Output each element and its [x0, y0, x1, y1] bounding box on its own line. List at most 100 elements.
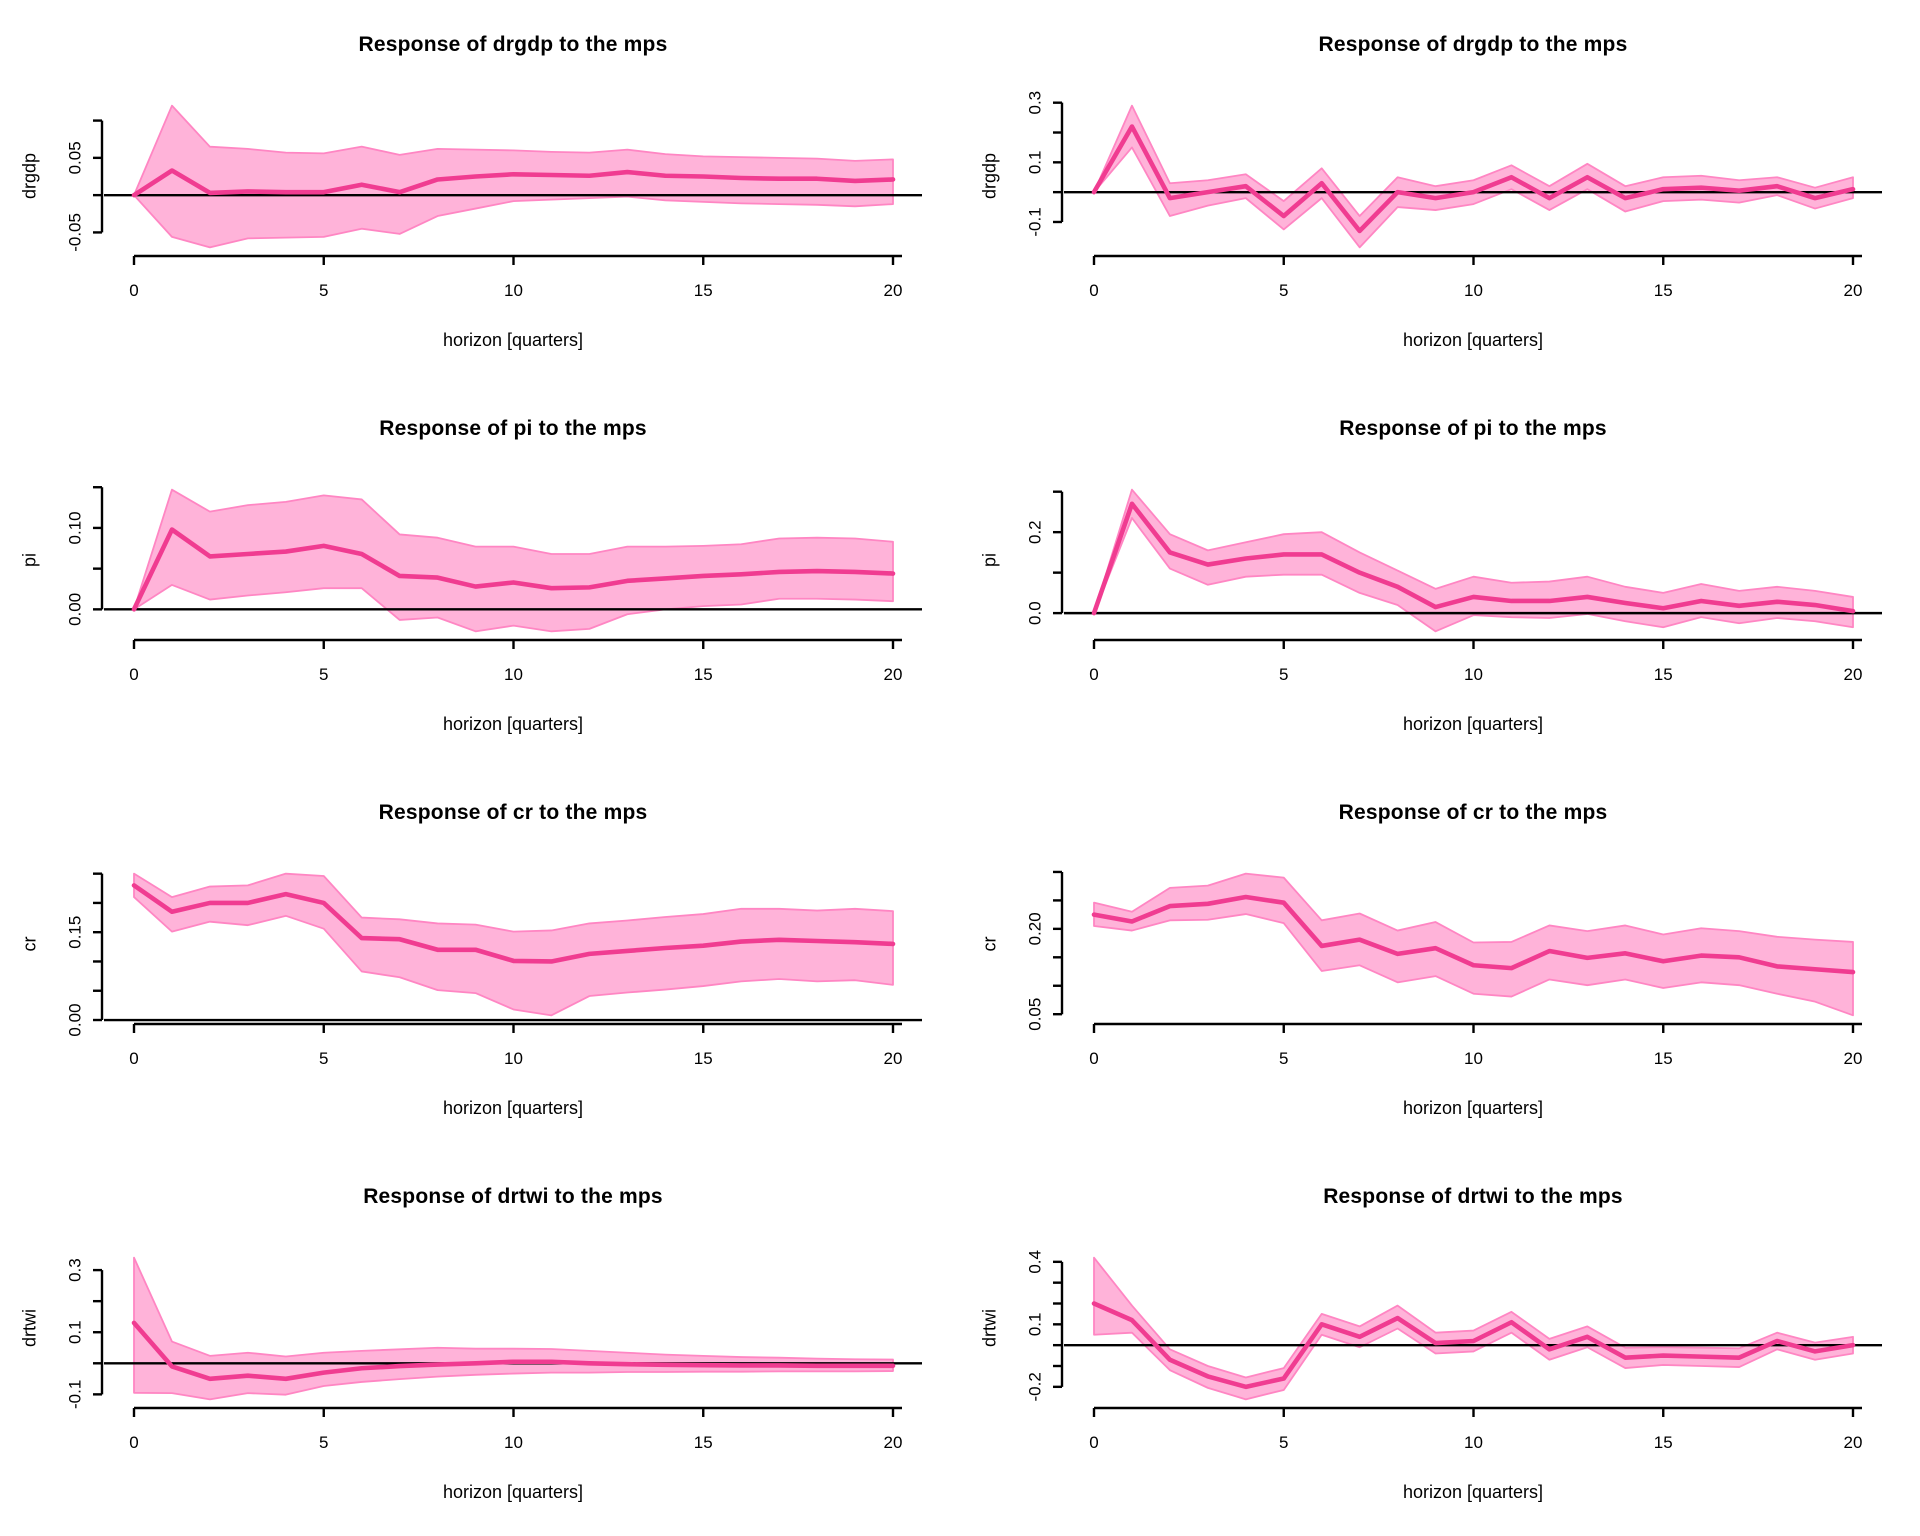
median-line: [1091, 501, 1856, 616]
x-tick-label: 20: [884, 665, 903, 684]
y-tick-label: -0.1: [65, 1380, 84, 1409]
x-tick-label: 0: [1089, 281, 1098, 300]
y-tick-label: 0.2: [1025, 520, 1044, 544]
x-tick-label: 10: [504, 1433, 523, 1452]
x-tick-label: 0: [1089, 1049, 1098, 1068]
irf-plot-drtwi-model1: Response of drtwi to the mps drtwi 0.3 0.…: [0, 1152, 960, 1536]
chart-title: Response of drgdp to the mps: [358, 33, 668, 56]
chart-title: Response of pi to the mps: [379, 417, 647, 440]
median-line: [1091, 1301, 1856, 1390]
y-tick-label: 0.00: [65, 593, 84, 626]
x-axis-label: horizon [quarters]: [442, 330, 584, 350]
x-tick-label: 10: [504, 665, 523, 684]
x-tick-label: 20: [884, 281, 903, 300]
irf-plot-pi-model2: Response of pi to the mps pi 0.2 0.0 0 5 10 1…: [960, 384, 1920, 768]
y-tick-label: 0.1: [1025, 1313, 1044, 1337]
x-tick-label: 0: [129, 1049, 138, 1068]
x-axis-label: horizon [quarters]: [1402, 1098, 1544, 1118]
x-tick-label: 0: [129, 281, 138, 300]
x-tick-label: 20: [1844, 281, 1863, 300]
chart-canvas: 0.3 0.1 -0.1 0 5 10 15 20: [65, 1256, 922, 1452]
x-tick-label: 15: [694, 665, 713, 684]
x-tick-label: 20: [884, 1049, 903, 1068]
x-tick-label: 10: [1464, 1433, 1483, 1452]
y-tick-label: 0.3: [1025, 91, 1044, 115]
median-line: [1091, 894, 1856, 975]
irf-plot-cr-model1: Response of cr to the mps cr 0.15 0.00 0 5 1…: [0, 768, 960, 1152]
chart-title: Response of pi to the mps: [1339, 417, 1607, 440]
irf-plot-drgdp-model1: Response of drgdp to the mps drgdp 0.05-…: [0, 0, 960, 384]
y-tick-label: 0.05: [1025, 998, 1044, 1031]
confidence-band: [133, 872, 894, 1017]
y-tick-label: 0.00: [65, 1003, 84, 1036]
x-axis-label: horizon [quarters]: [1402, 330, 1544, 350]
y-tick-label: -0.05: [65, 213, 84, 252]
chart-canvas: 0.15 0.00 0 5 10 15 20: [65, 872, 922, 1068]
confidence-band: [133, 1256, 894, 1401]
x-axis-label: horizon [quarters]: [1402, 714, 1544, 734]
chart-title: Response of drgdp to the mps: [1318, 33, 1628, 56]
x-tick-label: 5: [319, 1049, 328, 1068]
y-tick-label: -0.1: [1025, 207, 1044, 236]
median-line: [131, 1320, 896, 1382]
x-tick-label: 0: [129, 665, 138, 684]
y-tick-label: 0.15: [65, 916, 84, 949]
x-tick-label: 5: [319, 281, 328, 300]
chart-title: Response of drtwi to the mps: [363, 1185, 663, 1208]
median-line: [131, 168, 896, 198]
x-tick-label: 20: [1844, 1433, 1863, 1452]
x-tick-label: 10: [1464, 281, 1483, 300]
x-axis-label: horizon [quarters]: [442, 1098, 584, 1118]
x-tick-label: 5: [1279, 665, 1288, 684]
x-tick-label: 15: [694, 1433, 713, 1452]
x-tick-label: 15: [694, 1049, 713, 1068]
confidence-band: [1093, 1256, 1854, 1401]
chart-canvas: 0.05 -0.05 0 5 10 15 20: [65, 104, 922, 300]
chart-title: Response of cr to the mps: [1338, 801, 1608, 824]
y-tick-label: 0.1: [65, 1320, 84, 1344]
x-tick-label: 10: [1464, 665, 1483, 684]
x-tick-label: 0: [1089, 665, 1098, 684]
confidence-band: [1093, 104, 1854, 249]
x-tick-label: 5: [1279, 1049, 1288, 1068]
confidence-band: [1093, 488, 1854, 633]
x-tick-label: 5: [1279, 281, 1288, 300]
chart-title: Response of cr to the mps: [378, 801, 648, 824]
chart-canvas: 0.20 0.05 0 5 10 15 20: [1025, 870, 1863, 1068]
x-tick-label: 5: [319, 1433, 328, 1452]
y-tick-label: 0.3: [65, 1258, 84, 1282]
y-tick-label: 0.10: [65, 511, 84, 544]
chart-canvas: 0.2 0.0 0 5 10 15 20: [1025, 488, 1882, 684]
chart-title: Response of drtwi to the mps: [1323, 1185, 1623, 1208]
x-tick-label: 0: [1089, 1433, 1098, 1452]
x-axis-label: horizon [quarters]: [442, 1482, 584, 1502]
chart-canvas: 0.10 0.00 0 5 10 15 20: [65, 486, 922, 684]
y-tick-label: -0.2: [1025, 1372, 1044, 1401]
x-tick-label: 20: [884, 1433, 903, 1452]
y-tick-label: 0.0: [1025, 601, 1044, 625]
x-tick-label: 5: [1279, 1433, 1288, 1452]
confidence-band: [1093, 872, 1854, 1017]
x-axis-label: horizon [quarters]: [1402, 1482, 1544, 1502]
y-tick-label: 0.05: [65, 141, 84, 174]
x-tick-label: 20: [1844, 1049, 1863, 1068]
irf-plot-cr-model2: Response of cr to the mps cr 0.20 0.05 0 5 1…: [960, 768, 1920, 1152]
chart-canvas: 0.4 0.1 -0.2 0 5 10 15 20: [1025, 1250, 1882, 1452]
x-tick-label: 10: [1464, 1049, 1483, 1068]
chart-canvas: 0.3 0.1 -0.1 0 5 10 15 20: [1025, 91, 1882, 300]
x-tick-label: 15: [1654, 665, 1673, 684]
irf-plot-drgdp-model2: Response of drgdp to the mps drgdp 0.3 0.…: [960, 0, 1920, 384]
median-line: [131, 527, 896, 612]
y-tick-label: 0.1: [1025, 151, 1044, 175]
y-tick-label: 0.20: [1025, 912, 1044, 945]
x-tick-label: 15: [1654, 1049, 1673, 1068]
median-line: [131, 883, 896, 964]
x-tick-label: 20: [1844, 665, 1863, 684]
y-tick-label: 0.4: [1025, 1250, 1044, 1274]
x-tick-label: 10: [504, 281, 523, 300]
irf-plot-pi-model1: Response of pi to the mps pi 0.10 0.00 0 5 1…: [0, 384, 960, 768]
x-tick-label: 0: [129, 1433, 138, 1452]
x-tick-label: 15: [694, 281, 713, 300]
x-tick-label: 5: [319, 665, 328, 684]
